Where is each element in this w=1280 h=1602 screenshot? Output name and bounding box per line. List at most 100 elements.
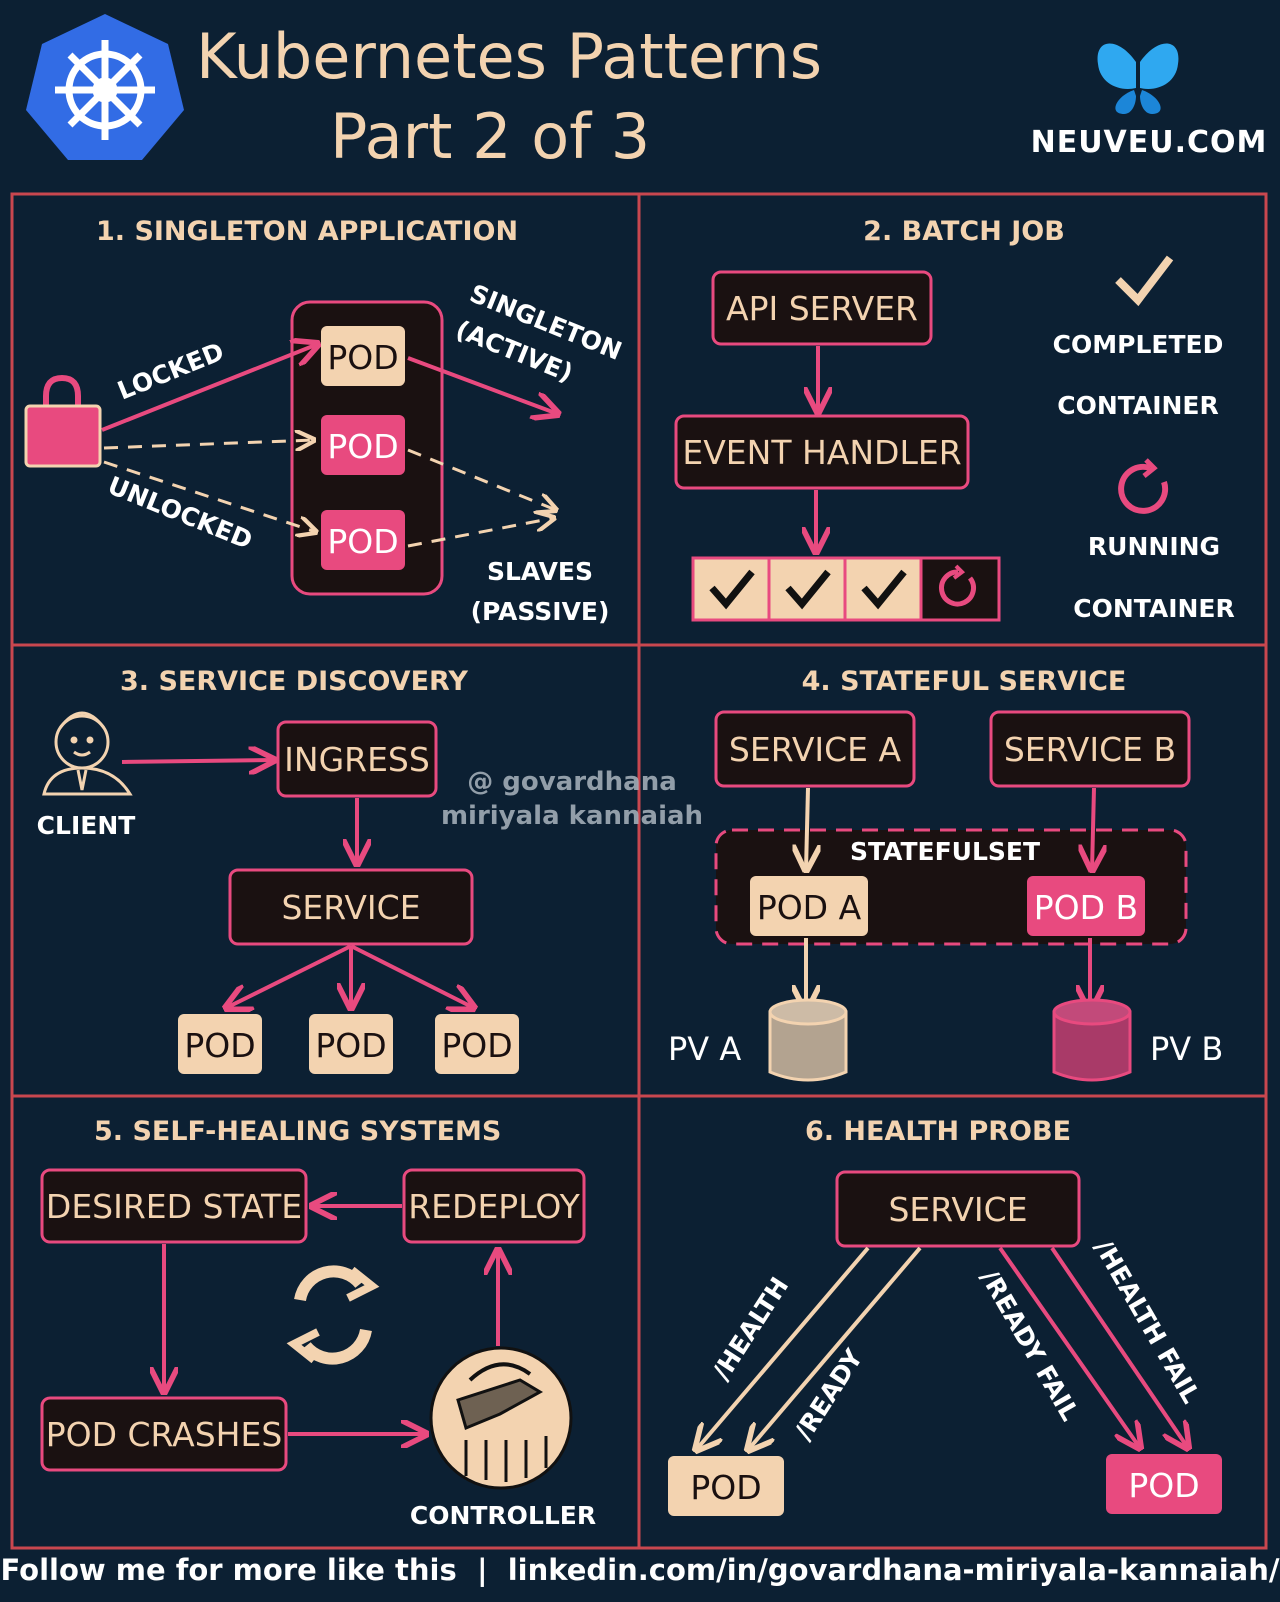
section-title: 3. SERVICE DISCOVERY	[120, 666, 468, 697]
pod-label: POD	[184, 1026, 255, 1065]
health-fail-label: /HEALTH FAIL	[1089, 1235, 1206, 1409]
ready-label: /READY	[789, 1343, 869, 1445]
desired-state-box	[40, 1168, 308, 1244]
completed-label-1: COMPLETED	[1053, 330, 1224, 359]
ingress-label: INGRESS	[284, 740, 430, 779]
footer-link-text[interactable]: Follow me for more like this | linkedin.…	[1, 1553, 1280, 1587]
lock-icon	[24, 374, 102, 468]
client-label: CLIENT	[37, 811, 136, 840]
arrow	[1092, 787, 1094, 870]
client-person-icon	[42, 711, 133, 796]
watermark: @ govardhana miriyala kannaiah	[441, 767, 703, 831]
unlocked-arrow-2	[103, 460, 316, 532]
pod-active	[321, 326, 405, 386]
section-singleton: 1. SINGLETON APPLICATION POD POD POD LOC…	[24, 216, 626, 626]
pod-label: POD	[327, 522, 398, 561]
service-b-label: SERVICE B	[1004, 730, 1176, 769]
running-refresh-icon	[1118, 458, 1169, 514]
section-batch-job: 2. BATCH JOB API SERVER EVENT HANDLER CO…	[674, 216, 1235, 623]
pod-failed-box	[1106, 1454, 1222, 1514]
section-service-discovery: 3. SERVICE DISCOVERY CLIENT INGRESS SERV…	[37, 666, 519, 1074]
pod-box	[435, 1014, 519, 1074]
passive-label-1: SLAVES	[487, 557, 593, 586]
section-title: 5. SELF-HEALING SYSTEMS	[94, 1116, 501, 1147]
pod-failed-label: POD	[1128, 1466, 1199, 1505]
api-server-box	[711, 270, 933, 346]
service-b-box	[989, 710, 1191, 788]
pod-a-box	[750, 876, 868, 936]
service-a-label: SERVICE A	[729, 730, 902, 769]
passive-label-2: (PASSIVE)	[471, 597, 610, 626]
locked-label: LOCKED	[113, 337, 228, 406]
butterfly-icon	[1097, 43, 1179, 114]
pod-passive	[321, 510, 405, 570]
brand-text: NEUVEU.COM	[1031, 125, 1268, 160]
redeploy-label: REDEPLOY	[408, 1187, 580, 1226]
redeploy-box	[402, 1168, 586, 1244]
section-title: 1. SINGLETON APPLICATION	[96, 216, 518, 247]
event-handler-box	[674, 414, 970, 490]
locked-arrow	[101, 344, 318, 432]
title-line2: Part 2 of 3	[330, 100, 650, 173]
arrow	[226, 944, 352, 1008]
checkmark-icon	[861, 569, 907, 610]
panel-grid	[10, 192, 1268, 1550]
event-handler-label: EVENT HANDLER	[682, 433, 961, 472]
pv-a-label: PV A	[668, 1030, 741, 1068]
service-label: SERVICE	[281, 888, 420, 927]
health-label: /HEALTH	[707, 1272, 795, 1385]
sync-cycle-icon	[286, 1265, 380, 1365]
controller-hand-icon	[429, 1346, 573, 1490]
pod-label: POD	[327, 338, 398, 377]
pod-crashes-box	[40, 1396, 288, 1472]
controller-label: CONTROLLER	[410, 1501, 596, 1530]
service-box	[228, 868, 474, 946]
completed-label-2: CONTAINER	[1057, 391, 1219, 420]
refresh-icon	[939, 569, 976, 607]
health-fail-arrow	[1050, 1246, 1188, 1448]
active-arrow	[407, 356, 558, 414]
job-containers	[691, 556, 1001, 622]
pv-b-label: PV B	[1150, 1030, 1223, 1068]
pod-healthy-label: POD	[690, 1468, 761, 1507]
pv-b-cylinder-icon	[1052, 998, 1132, 1082]
arrow	[806, 787, 808, 870]
pod-box	[178, 1014, 262, 1074]
service-box	[835, 1170, 1081, 1248]
pod-b-label: POD B	[1034, 888, 1138, 927]
section-title: 6. HEALTH PROBE	[805, 1116, 1071, 1147]
unlocked-label: UNLOCKED	[104, 471, 257, 555]
checkmark-icon	[709, 569, 755, 610]
pod-a-label: POD A	[757, 888, 862, 927]
pod-box	[309, 1014, 393, 1074]
pod-label: POD	[315, 1026, 386, 1065]
checkmark-icon	[785, 569, 831, 610]
passive-arrow-1	[407, 448, 556, 510]
title-line1: Kubernetes Patterns	[196, 20, 822, 93]
health-arrow	[696, 1246, 870, 1450]
running-label-1: RUNNING	[1088, 532, 1220, 561]
pod-label: POD	[441, 1026, 512, 1065]
ready-arrow	[748, 1246, 922, 1450]
section-title: 4. STATEFUL SERVICE	[802, 666, 1127, 697]
section-stateful-service: 4. STATEFUL SERVICE SERVICE A SERVICE B …	[668, 666, 1223, 1082]
pod-label: POD	[327, 427, 398, 466]
section-self-healing: 5. SELF-HEALING SYSTEMS DESIRED STATE RE…	[40, 1116, 596, 1530]
section-health-probe: 6. HEALTH PROBE SERVICE /HEALTH /READY /…	[668, 1116, 1222, 1516]
arrow	[121, 760, 274, 762]
running-label-2: CONTAINER	[1073, 594, 1235, 623]
watermark-line1: @ govardhana	[467, 767, 677, 797]
pod-b-box	[1027, 876, 1145, 936]
pod-healthy-box	[668, 1456, 784, 1516]
desired-state-label: DESIRED STATE	[46, 1187, 302, 1226]
ready-fail-arrow	[998, 1246, 1140, 1448]
arrow	[350, 944, 474, 1008]
pod-passive	[321, 415, 405, 475]
ingress-box	[276, 720, 438, 798]
pod-crashes-label: POD CRASHES	[46, 1415, 283, 1454]
api-server-label: API SERVER	[726, 289, 918, 328]
completed-check-icon	[1115, 255, 1174, 307]
unlocked-arrow-1	[103, 440, 314, 448]
kubernetes-logo	[26, 14, 184, 160]
